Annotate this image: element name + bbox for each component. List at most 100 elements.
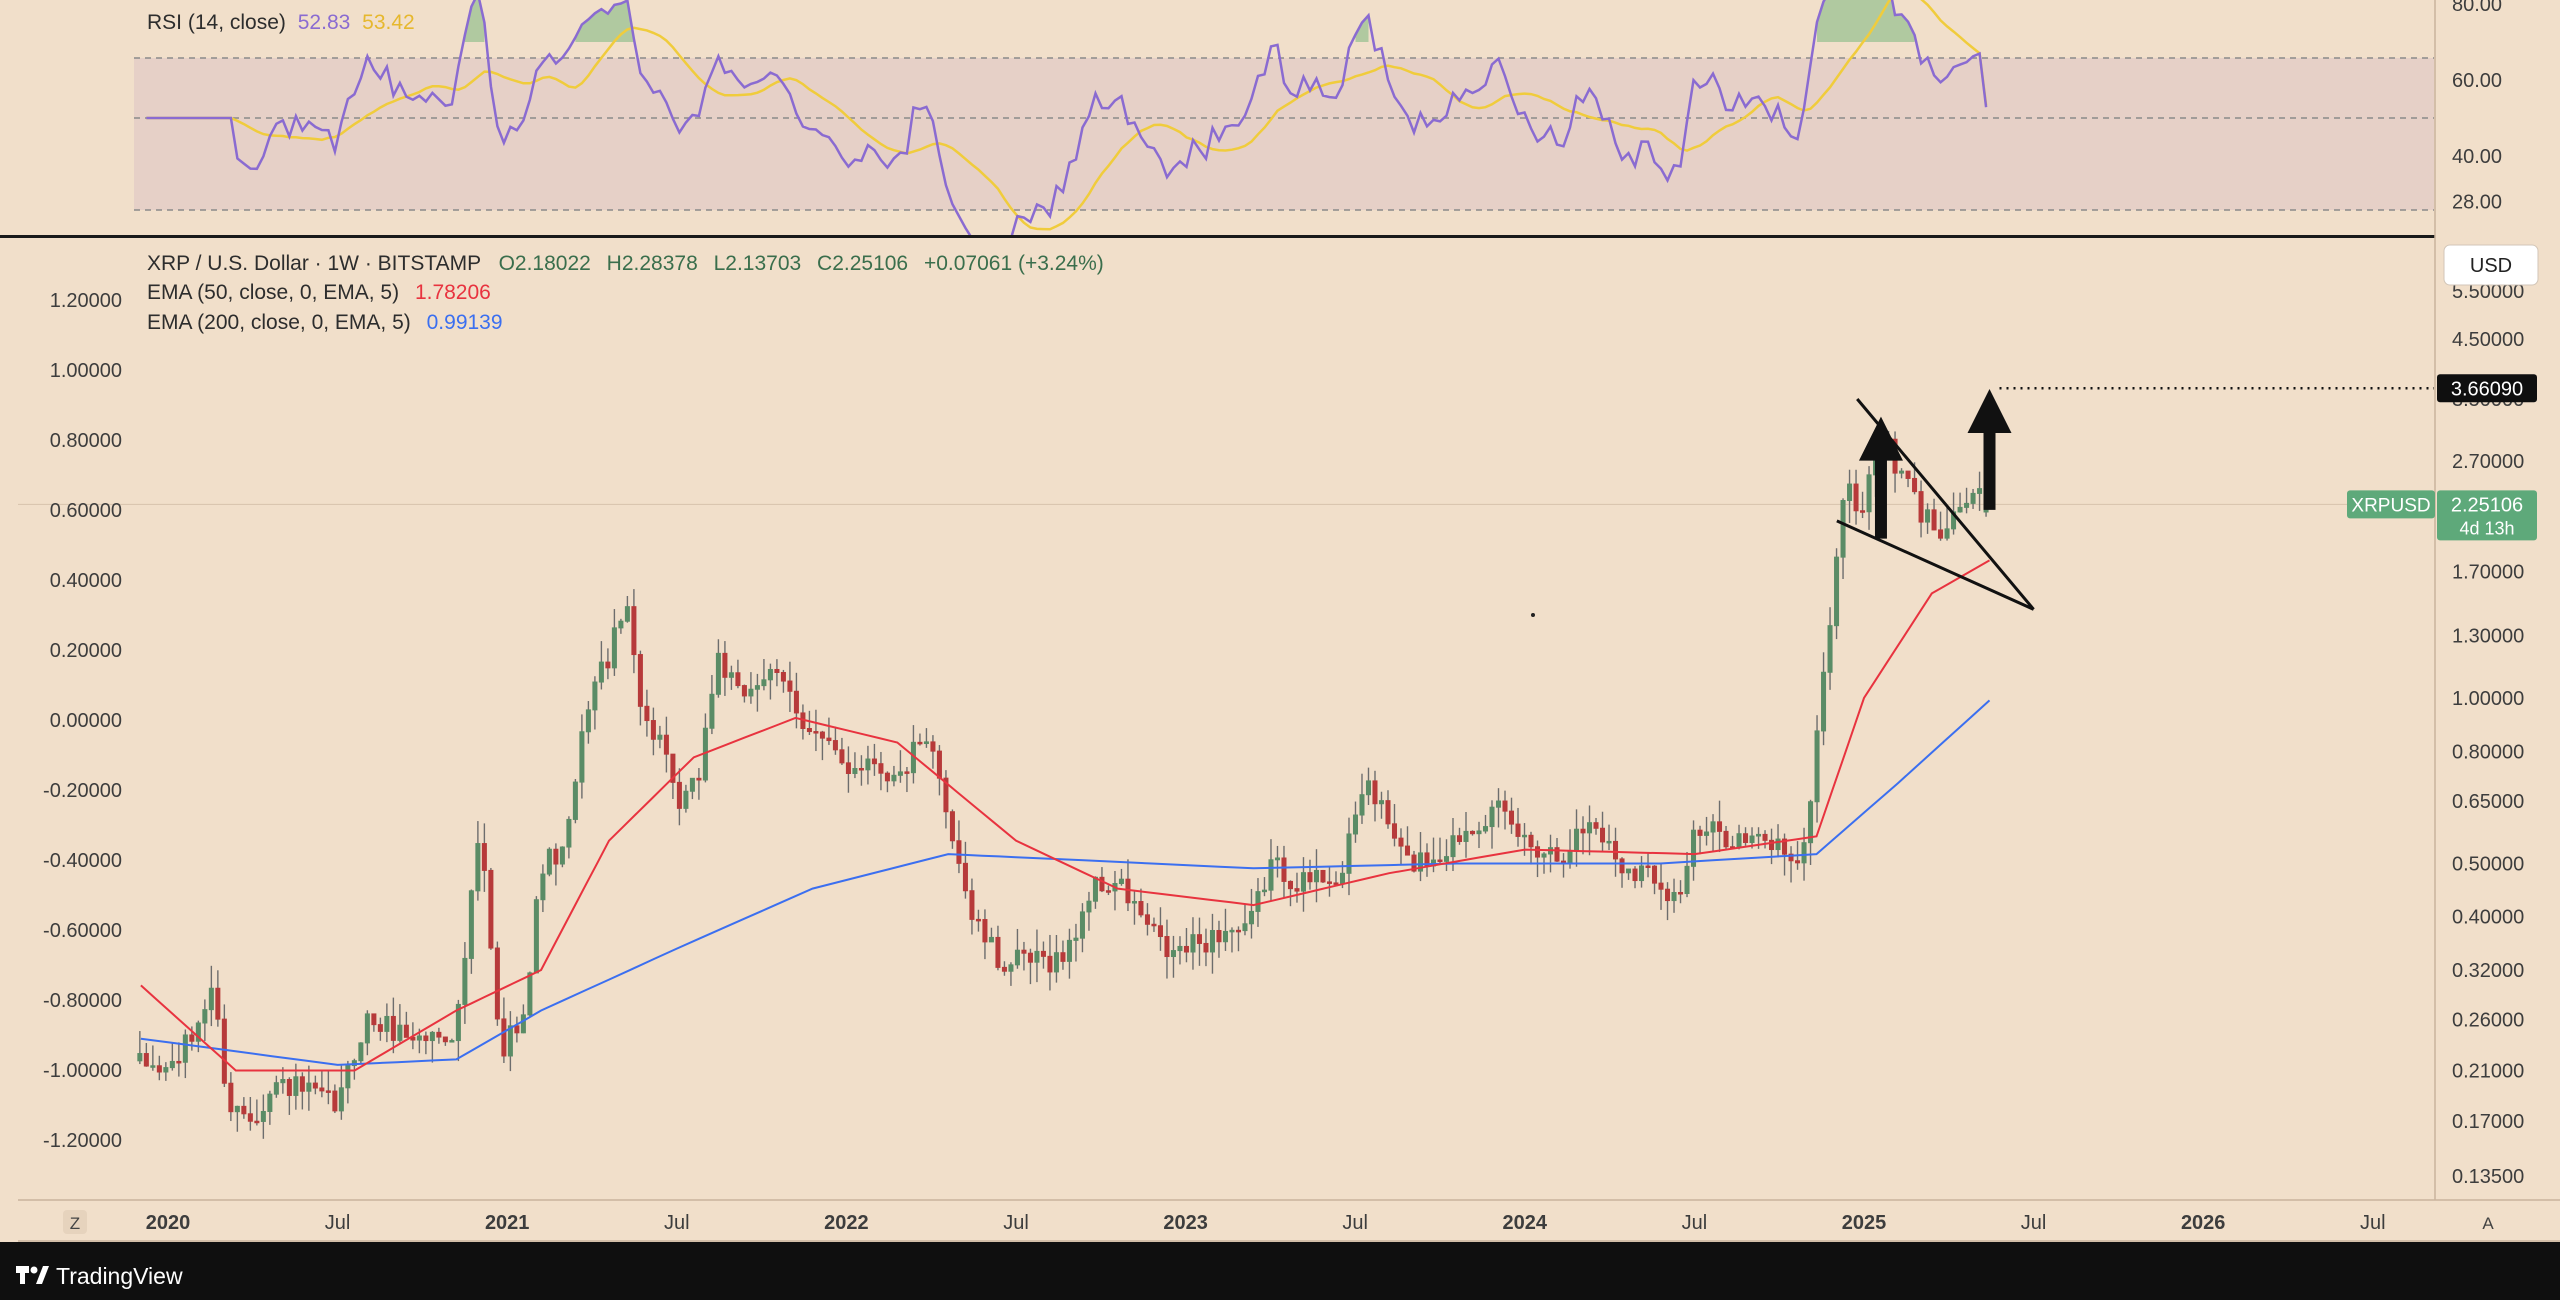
- candle-body: [1964, 502, 1970, 508]
- candle-body: [1079, 911, 1085, 939]
- ema50-legend: EMA (50, close, 0, EMA, 5) 1.78206: [147, 281, 491, 304]
- candle-body: [189, 1034, 195, 1042]
- candle-body: [1339, 872, 1346, 884]
- price-axis-label: 0.32000: [2452, 960, 2524, 982]
- candle-body: [1287, 880, 1293, 890]
- candle-body: [969, 890, 975, 920]
- candle-body: [923, 741, 929, 745]
- candle-body: [1216, 929, 1222, 943]
- candle-body: [1521, 834, 1528, 838]
- candle-body: [1847, 483, 1853, 501]
- candle-body: [1821, 671, 1827, 732]
- candle-body: [663, 734, 669, 755]
- candle-body: [1905, 470, 1911, 479]
- candle-body: [143, 1053, 149, 1067]
- candle-body: [1840, 499, 1846, 558]
- candle-body: [982, 919, 988, 943]
- right-scale[interactable]: [2435, 0, 2560, 1242]
- candle-body: [1534, 846, 1541, 858]
- candle-body: [1359, 794, 1365, 816]
- candle-body: [1138, 901, 1144, 916]
- candle-body: [1645, 865, 1651, 868]
- candle-body: [657, 734, 663, 740]
- candle-body: [624, 606, 630, 622]
- candle-body: [1925, 509, 1931, 523]
- candle-body: [1274, 857, 1280, 861]
- triangle-trendline: [1836, 519, 2035, 611]
- left-axis-label: -0.60000: [43, 920, 122, 942]
- candle-body: [501, 1018, 507, 1057]
- candle-body: [429, 1031, 435, 1042]
- candle-body: [891, 774, 897, 782]
- candle-body: [533, 899, 539, 974]
- candle-body: [1801, 842, 1807, 864]
- countdown-label: 4d 13h: [2459, 518, 2514, 538]
- candle-body: [1775, 838, 1781, 851]
- price-panel[interactable]: [18, 387, 2434, 1139]
- candle-body: [832, 740, 838, 751]
- candle-body: [1912, 477, 1918, 493]
- candle-body: [930, 741, 936, 752]
- price-axis-label: 1.70000: [2452, 561, 2524, 583]
- price-axis-label: 0.13500: [2452, 1166, 2524, 1188]
- auto-scale-label[interactable]: A: [2482, 1214, 2494, 1233]
- currency-button-label[interactable]: USD: [2470, 255, 2512, 277]
- candle-body: [787, 680, 793, 692]
- candle-body: [1053, 952, 1059, 973]
- ticker-tag: XRPUSD: [2347, 490, 2435, 519]
- candle-body: [631, 606, 637, 656]
- candle-body: [169, 1060, 175, 1069]
- candle-body: [1378, 800, 1385, 805]
- drawings[interactable]: [1836, 387, 2434, 611]
- time-axis-label: 2024: [1503, 1212, 1548, 1234]
- rsi-panel[interactable]: [134, 0, 2434, 249]
- candle-body: [215, 987, 221, 1020]
- candle-body: [917, 741, 923, 745]
- candle-body: [1008, 964, 1014, 972]
- time-axis-label: Jul: [1003, 1212, 1029, 1234]
- candle-body: [254, 1120, 260, 1124]
- left-axis-label: 1.00000: [50, 360, 122, 382]
- candle-body: [865, 758, 871, 771]
- candle-body: [1593, 822, 1599, 829]
- candle-body: [1769, 839, 1775, 851]
- tradingview-logo-icon[interactable]: [16, 1266, 49, 1284]
- currency-button[interactable]: USD: [2443, 244, 2539, 286]
- candle-body: [1190, 934, 1196, 953]
- candle-body: [1639, 865, 1645, 882]
- ema200-legend: EMA (200, close, 0, EMA, 5) 0.99139: [147, 311, 503, 334]
- candle-body: [1365, 780, 1372, 796]
- panel-divider[interactable]: [0, 235, 2436, 238]
- candle-body: [1131, 901, 1137, 904]
- candle-body: [1502, 800, 1508, 812]
- candle-body: [1177, 945, 1183, 952]
- reset-zoom-button[interactable]: Z: [63, 1210, 87, 1234]
- candle-body: [559, 846, 565, 865]
- candle-body: [1118, 878, 1124, 885]
- candle-body: [1684, 865, 1690, 894]
- candle-body: [1320, 869, 1326, 883]
- candle-body: [1944, 528, 1950, 539]
- candle-body: [592, 681, 598, 711]
- candle-body: [1099, 876, 1105, 892]
- candle-body: [1209, 929, 1215, 953]
- time-axis-label: 2025: [1842, 1212, 1887, 1234]
- candle-body: [1606, 840, 1612, 844]
- rsi-axis-label: 80.00: [2452, 0, 2502, 16]
- candle-body: [884, 772, 890, 782]
- candle-body: [1567, 850, 1573, 863]
- candle-body: [806, 728, 812, 733]
- candle-body: [637, 654, 643, 707]
- time-axis-label: Jul: [2360, 1212, 2386, 1234]
- price-axis-label: 5.50000: [2452, 281, 2524, 303]
- time-axis[interactable]: 2020 Jul 2021 Jul 2022 Jul 2023 Jul 2024 Jul 2025 J…: [146, 1212, 2386, 1234]
- candle-body: [1671, 891, 1677, 902]
- auto-scale-button[interactable]: A: [2476, 1210, 2500, 1234]
- candle-body: [1248, 910, 1254, 925]
- candle-body: [520, 1014, 526, 1034]
- reset-zoom-label[interactable]: Z: [70, 1214, 80, 1233]
- candle-body: [1034, 950, 1040, 963]
- candle-body: [1613, 840, 1619, 860]
- brand-name[interactable]: TradingView: [56, 1263, 183, 1289]
